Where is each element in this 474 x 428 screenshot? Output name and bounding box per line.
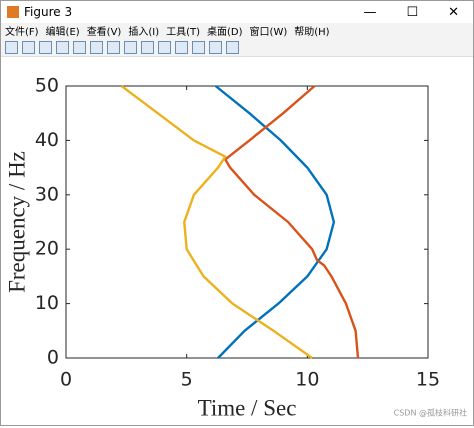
plot-area: [65, 85, 429, 359]
figure: CSDN @孤枝科研社 0 5 10 15 0 10 20 30 40 50 Time / Sec F…: [4, 75, 467, 421]
menu-item[interactable]: 编辑(E): [45, 27, 80, 38]
menu-item[interactable]: 文件(F): [5, 27, 39, 38]
menu-item[interactable]: 查看(V): [86, 27, 122, 38]
x-tick-label: 5: [181, 369, 193, 391]
tool-button[interactable]: [175, 40, 188, 54]
toolbar: [1, 38, 473, 57]
close-button[interactable]: ✕: [448, 4, 459, 20]
tool-button[interactable]: [73, 40, 86, 54]
tool-button[interactable]: [39, 40, 52, 54]
app-icon: [7, 6, 19, 18]
data-line: [214, 85, 336, 359]
y-tick-label: 30: [35, 183, 59, 205]
tool-button[interactable]: [90, 40, 103, 54]
tool-button[interactable]: [141, 40, 154, 54]
tool-button[interactable]: [192, 40, 205, 54]
data-line: [224, 85, 360, 359]
y-tick-label: 40: [35, 129, 59, 151]
menu-item[interactable]: 窗口(W): [249, 27, 288, 38]
y-tick-label: 50: [35, 75, 59, 97]
menu-bar: 文件(F) 编辑(E) 查看(V) 插入(I) 工具(T) 桌面(D) 窗口(W) 帮助(H): [1, 23, 473, 38]
y-tick-label: 0: [47, 347, 59, 369]
menu-item[interactable]: 帮助(H): [294, 27, 330, 38]
tool-button[interactable]: [209, 40, 222, 54]
y-tick-label: 10: [35, 292, 59, 314]
menu-item[interactable]: 插入(I): [128, 27, 160, 38]
watermark: CSDN @孤枝科研社: [394, 408, 467, 418]
window-title: Figure 3: [24, 5, 73, 19]
menu-item[interactable]: 工具(T): [166, 27, 201, 38]
tool-button[interactable]: [107, 40, 120, 54]
menu-item[interactable]: 桌面(D): [207, 27, 243, 38]
tool-button[interactable]: [226, 40, 239, 54]
data-line: [120, 85, 313, 359]
tool-button[interactable]: [158, 40, 171, 54]
minimize-button[interactable]: —: [363, 4, 377, 20]
maximize-button[interactable]: ☐: [406, 4, 419, 20]
x-axis-label: Time / Sec: [198, 395, 297, 420]
tool-button[interactable]: [5, 40, 18, 54]
y-tick-label: 20: [35, 238, 59, 260]
x-tick-label: 10: [295, 369, 319, 391]
tool-button[interactable]: [56, 40, 69, 54]
title-bar: Figure 3 — ☐ ✕: [1, 1, 473, 23]
tool-button[interactable]: [124, 40, 137, 54]
tool-button[interactable]: [22, 40, 35, 54]
y-axis-label: Frequency / Hz: [4, 151, 29, 293]
x-tick-label: 15: [416, 369, 440, 391]
x-tick-label: 0: [60, 369, 72, 391]
